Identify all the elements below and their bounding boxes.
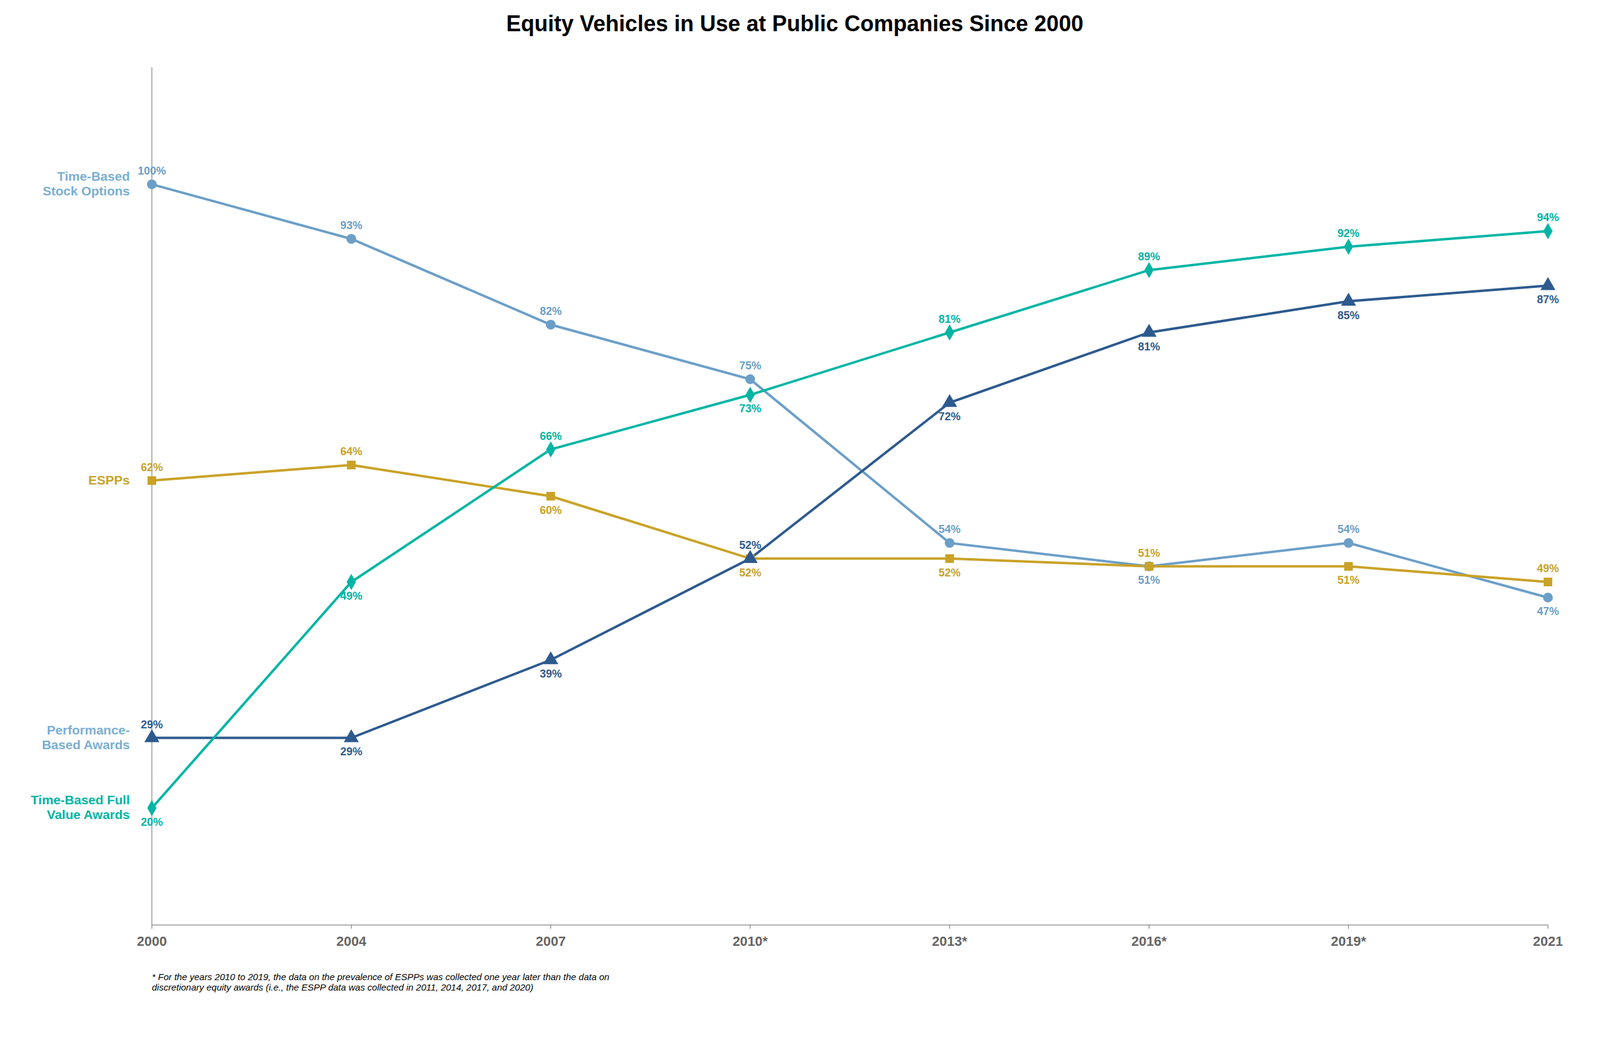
html-text:* For the years 2010 to 2019,: * For the years 2010 to 2019, the data o… [151, 971, 610, 982]
svg-text:94%: 94% [1536, 211, 1559, 224]
svg-text:72%: 72% [938, 410, 961, 423]
svg-text:2007: 2007 [535, 933, 566, 949]
svg-text:81%: 81% [1138, 340, 1161, 353]
svg-text:64%: 64% [340, 445, 363, 458]
svg-text:49%: 49% [340, 589, 363, 602]
svg-text:52%: 52% [739, 566, 762, 579]
svg-text:89%: 89% [1138, 250, 1161, 263]
html-text:discretionary equity awards (i: discretionary equity awards (i.e., the E… [151, 981, 534, 992]
svg-text:49%: 49% [1536, 562, 1559, 575]
svg-text:54%: 54% [1337, 522, 1360, 536]
svg-text:82%: 82% [539, 304, 562, 318]
svg-text:29%: 29% [340, 745, 363, 758]
svg-text:Performance-Based Awards: Performance-Based Awards [41, 721, 130, 751]
svg-text:2021: 2021 [1533, 933, 1564, 949]
svg-text:2010*: 2010* [732, 933, 768, 949]
html-text:Equity Vehicles in Use at Publ: Equity Vehicles in Use at Public Compani… [506, 11, 1084, 37]
svg-text:ESPPs: ESPPs [88, 472, 130, 487]
svg-text:51%: 51% [1138, 546, 1161, 560]
svg-text:52%: 52% [739, 538, 762, 552]
svg-text:47%: 47% [1536, 604, 1559, 618]
svg-text:54%: 54% [938, 522, 961, 536]
svg-text:73%: 73% [739, 402, 762, 415]
svg-text:93%: 93% [340, 219, 363, 232]
svg-text:100%: 100% [137, 164, 166, 177]
svg-text:75%: 75% [739, 359, 762, 372]
svg-text:52%: 52% [938, 566, 961, 579]
svg-text:2004: 2004 [336, 933, 367, 949]
svg-text:29%: 29% [140, 718, 163, 731]
svg-text:2019*: 2019* [1331, 933, 1367, 949]
svg-text:81%: 81% [938, 312, 961, 326]
svg-text:60%: 60% [539, 503, 562, 517]
svg-text:2016*: 2016* [1131, 933, 1168, 949]
svg-text:Time-Based FullValue Awards: Time-Based FullValue Awards [30, 792, 130, 822]
svg-text:2000: 2000 [137, 933, 168, 949]
svg-text:39%: 39% [539, 667, 562, 680]
svg-text:66%: 66% [539, 429, 562, 443]
svg-text:Time-BasedStock Options: Time-BasedStock Options [42, 168, 130, 198]
svg-text:51%: 51% [1337, 573, 1360, 586]
svg-text:87%: 87% [1536, 293, 1559, 306]
svg-text:51%: 51% [1138, 573, 1161, 586]
svg-text:2013*: 2013* [931, 933, 968, 949]
svg-text:92%: 92% [1337, 227, 1360, 240]
svg-text:62%: 62% [140, 461, 163, 474]
svg-text:85%: 85% [1337, 309, 1360, 322]
svg-text:20%: 20% [140, 815, 163, 828]
